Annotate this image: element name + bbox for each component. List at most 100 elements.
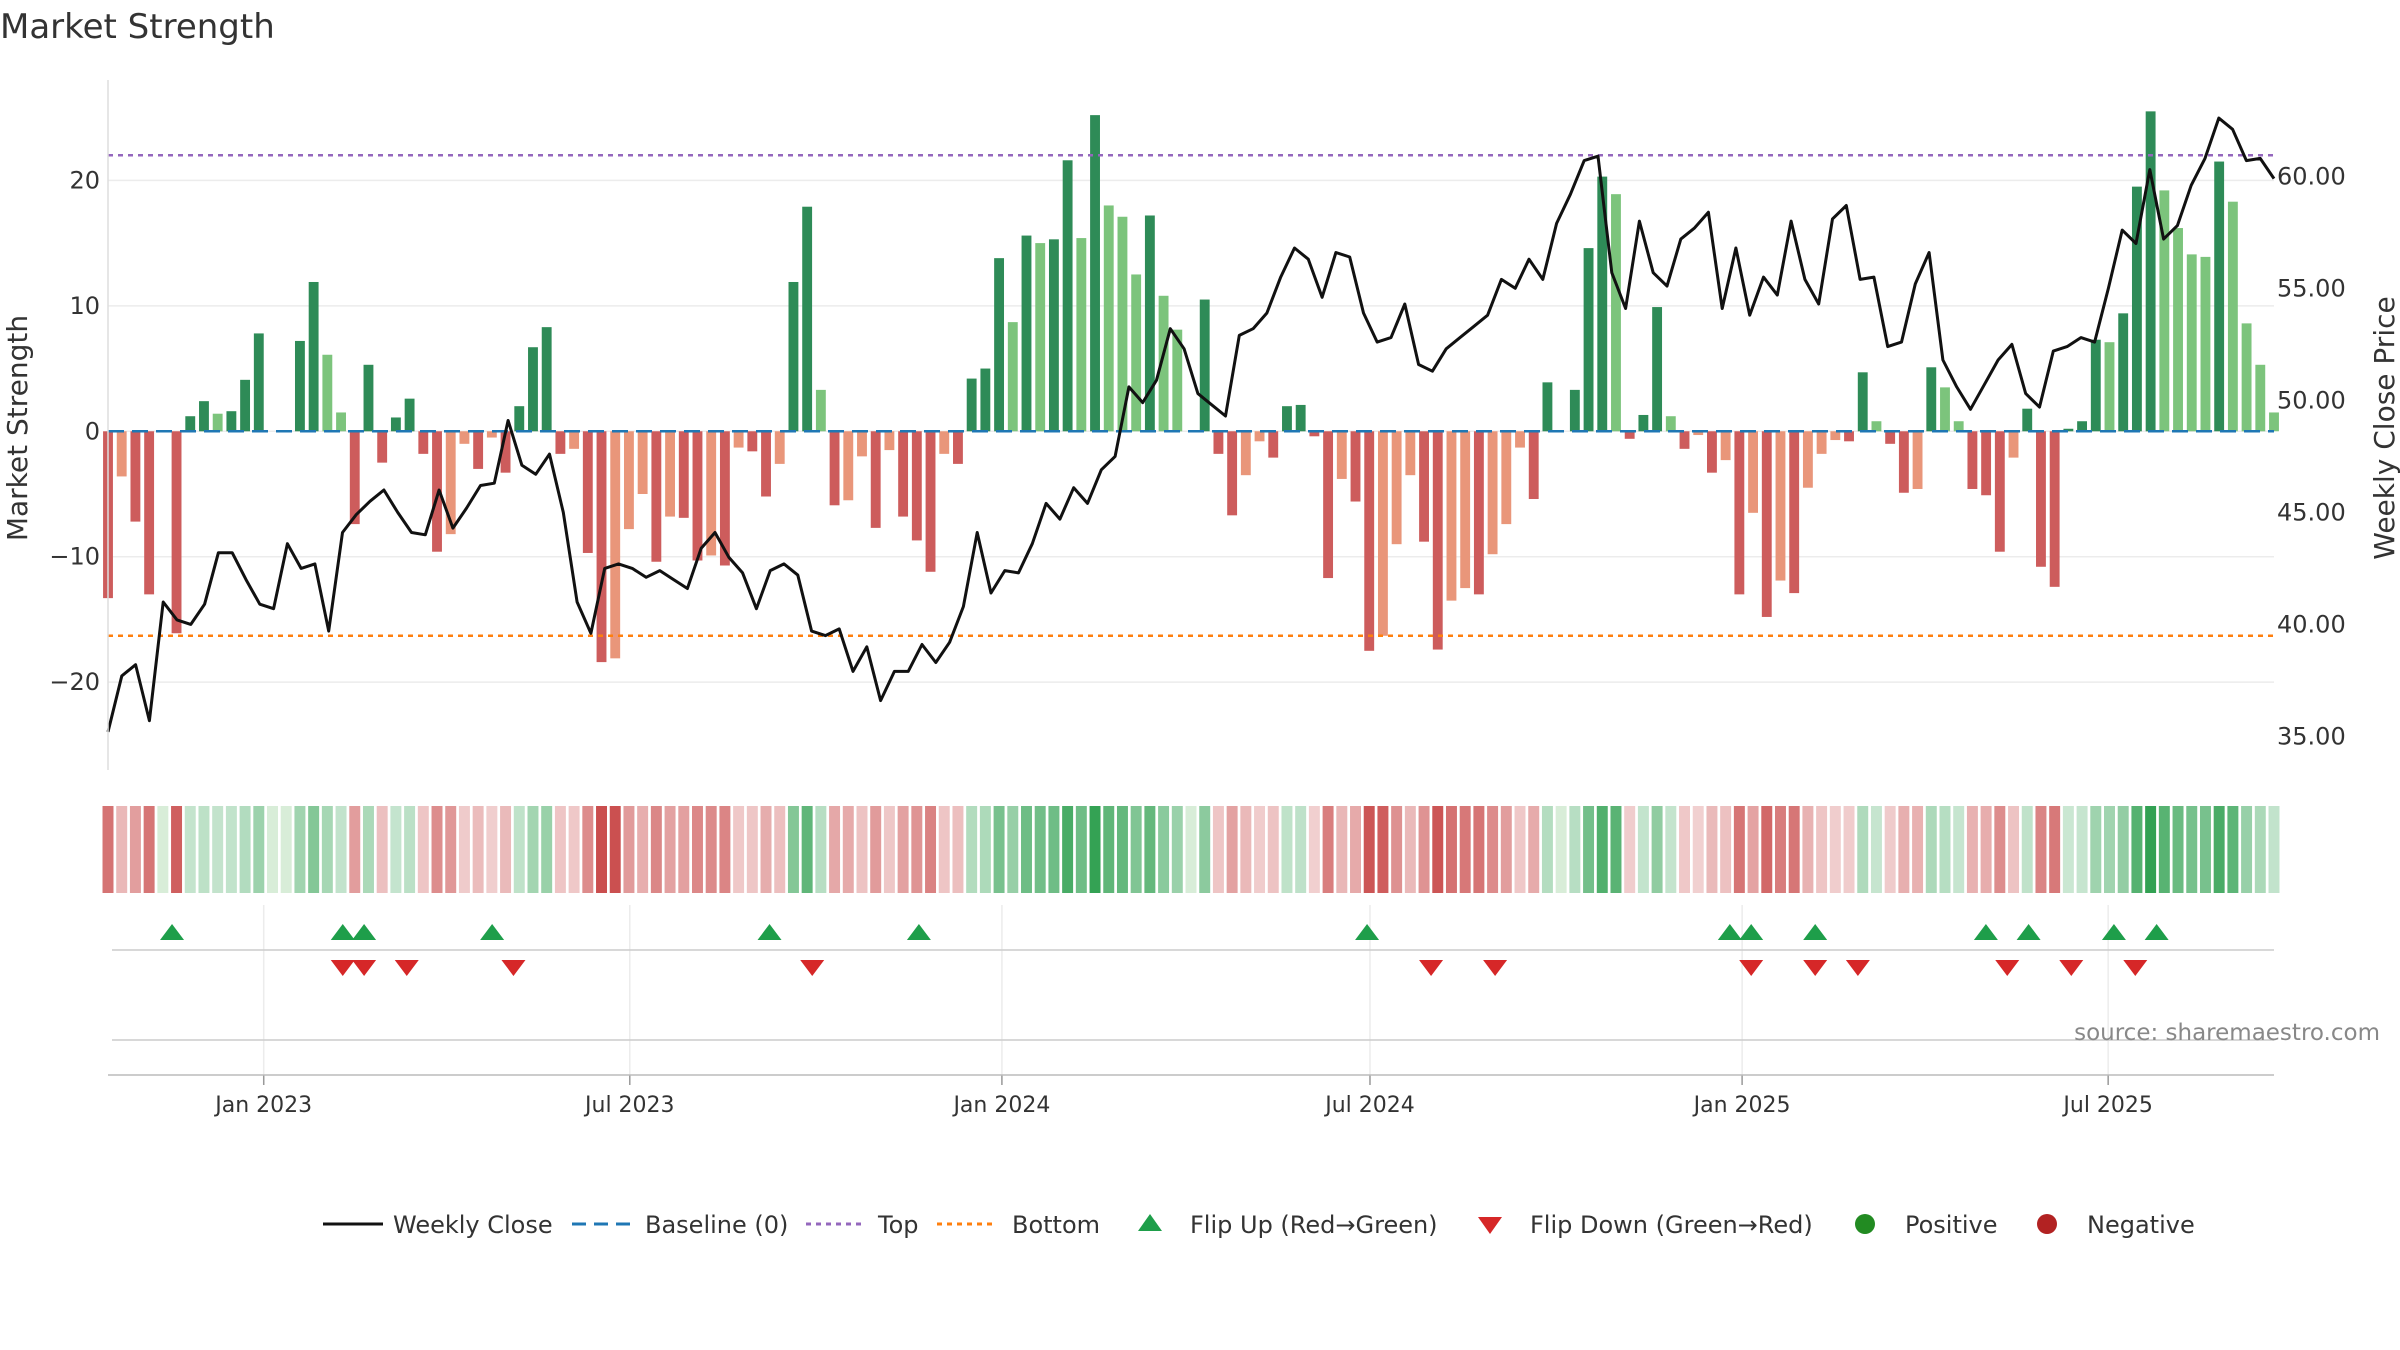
heat-cell [321,806,333,893]
heat-cell [1816,806,1828,893]
heat-cell [184,806,196,893]
negative-bar [473,431,484,469]
flip-down-marker [1803,960,1828,976]
flip-down-marker [2123,960,2148,976]
positive-bar [1158,295,1169,432]
x-tick-label: Jul 2024 [1323,1093,1415,1118]
legend-negative-dot [2037,1214,2057,1234]
heat-cell [1747,806,1759,893]
flip-down-marker [352,960,377,976]
legend-label-positive: Positive [1905,1211,1998,1239]
negative-bar [1309,431,1320,437]
negative-bar [144,431,155,595]
flip-down-marker [1739,960,1764,976]
positive-bar [308,281,319,432]
heat-cell [1720,806,1732,893]
heat-cell [129,806,141,893]
heat-cell [1953,806,1965,893]
heat-cell [568,806,580,893]
negative-bar [692,431,703,561]
heat-cell [911,806,923,893]
heat-cell [1870,806,1882,893]
positive-bar [1295,404,1306,432]
heat-cell [1212,806,1224,893]
negative-bar [171,431,182,634]
heat-cell [486,806,498,893]
negative-bar [1775,431,1786,581]
positive-bar [2145,111,2156,432]
positive-bar [514,406,525,432]
heat-cell [1075,806,1087,893]
heat-cell [472,806,484,893]
x-tick-label: Jan 2025 [1692,1093,1791,1118]
heat-cell [417,806,429,893]
negative-bar [1789,431,1800,594]
right-tick-label: 40.00 [2277,610,2346,638]
flip-up-marker [330,924,355,940]
positive-bar [1048,239,1059,432]
flip-up-marker [1717,924,1742,940]
negative-bar [651,431,662,562]
chart-title: Market Strength [0,7,275,47]
negative-bar [774,431,785,464]
positive-bar [1611,194,1621,432]
negative-bar [719,431,730,566]
heat-cell [1404,806,1416,893]
heat-cell [1857,806,1869,893]
positive-bar [2255,364,2266,432]
right-tick-label: 45.00 [2277,498,2346,526]
heat-cell [2199,806,2211,893]
flip-up-marker [1739,924,1764,940]
heat-cell [2062,806,2074,893]
heat-cell [2213,806,2225,893]
negative-bar [665,431,675,517]
left-tick-label: −10 [49,543,100,571]
heat-cell [1295,806,1307,893]
heat-cell [650,806,662,893]
right-tick-label: 55.00 [2277,274,2346,302]
negative-bar [130,431,141,522]
positive-bar [363,364,374,432]
heat-cell [719,806,731,893]
positive-bar [1117,216,1128,432]
heat-cell [1158,806,1170,893]
heat-cell [705,806,717,893]
heat-cell [2117,806,2129,893]
positive-bar [2104,342,2115,432]
negative-bar [733,431,744,448]
heat-cell [678,806,690,893]
heat-cell [979,806,991,893]
positive-bar [185,416,196,432]
positive-bar [1638,414,1649,432]
positive-bar [1199,299,1210,432]
flip-down-marker [330,960,355,976]
positive-bar [966,378,977,432]
heat-cell [1062,806,1074,893]
heat-cell [733,806,745,893]
negative-bar [925,431,936,572]
positive-bar [2022,408,2033,432]
positive-bar [788,281,799,432]
flip-up-marker [480,924,505,940]
heat-cell [1267,806,1279,893]
positive-bar [322,354,333,432]
negative-bar [1734,431,1745,595]
heat-cell [1226,806,1238,893]
negative-bar [596,431,607,663]
heat-cell [308,806,320,893]
heat-cell [1034,806,1046,893]
heat-cell [1912,806,1924,893]
strength-bars [103,111,2279,663]
flip-down-marker [394,960,419,976]
negative-bar [1528,431,1539,500]
negative-bar [1473,431,1484,595]
negative-bar [569,431,580,449]
negative-bar [1364,431,1375,651]
negative-bar [939,431,950,454]
positive-bar [1282,406,1292,432]
heat-cell [1418,806,1430,893]
flip-down-marker [800,960,825,976]
heat-cell [1007,806,1019,893]
negative-bar [1994,431,2005,552]
heat-cell [1116,806,1128,893]
